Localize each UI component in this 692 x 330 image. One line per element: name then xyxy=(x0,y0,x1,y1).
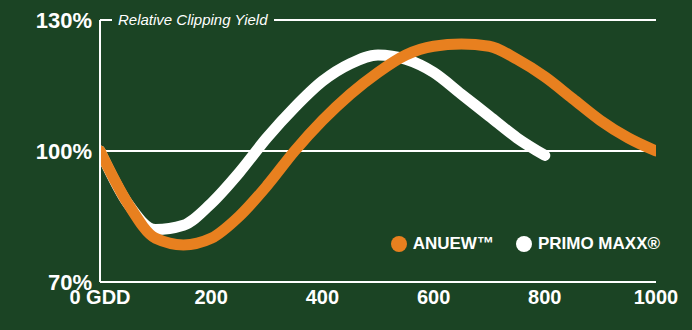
svg-text:130%: 130% xyxy=(36,8,92,33)
html-text:ANUEW™: ANUEW™ xyxy=(412,234,494,253)
svg-text:0 GDD: 0 GDD xyxy=(69,286,131,309)
svg-text:70%: 70% xyxy=(48,270,92,295)
svg-text:400: 400 xyxy=(306,286,339,308)
svg-text:800: 800 xyxy=(528,286,561,308)
svg-text:600: 600 xyxy=(417,286,450,308)
svg-text:200: 200 xyxy=(195,286,228,308)
html-text:PRIMO MAXX®: PRIMO MAXX® xyxy=(537,234,660,253)
html-text:Relative Clipping Yield: Relative Clipping Yield xyxy=(118,11,268,28)
svg-text:1000: 1000 xyxy=(634,286,679,308)
svg-text:100%: 100% xyxy=(36,139,92,164)
